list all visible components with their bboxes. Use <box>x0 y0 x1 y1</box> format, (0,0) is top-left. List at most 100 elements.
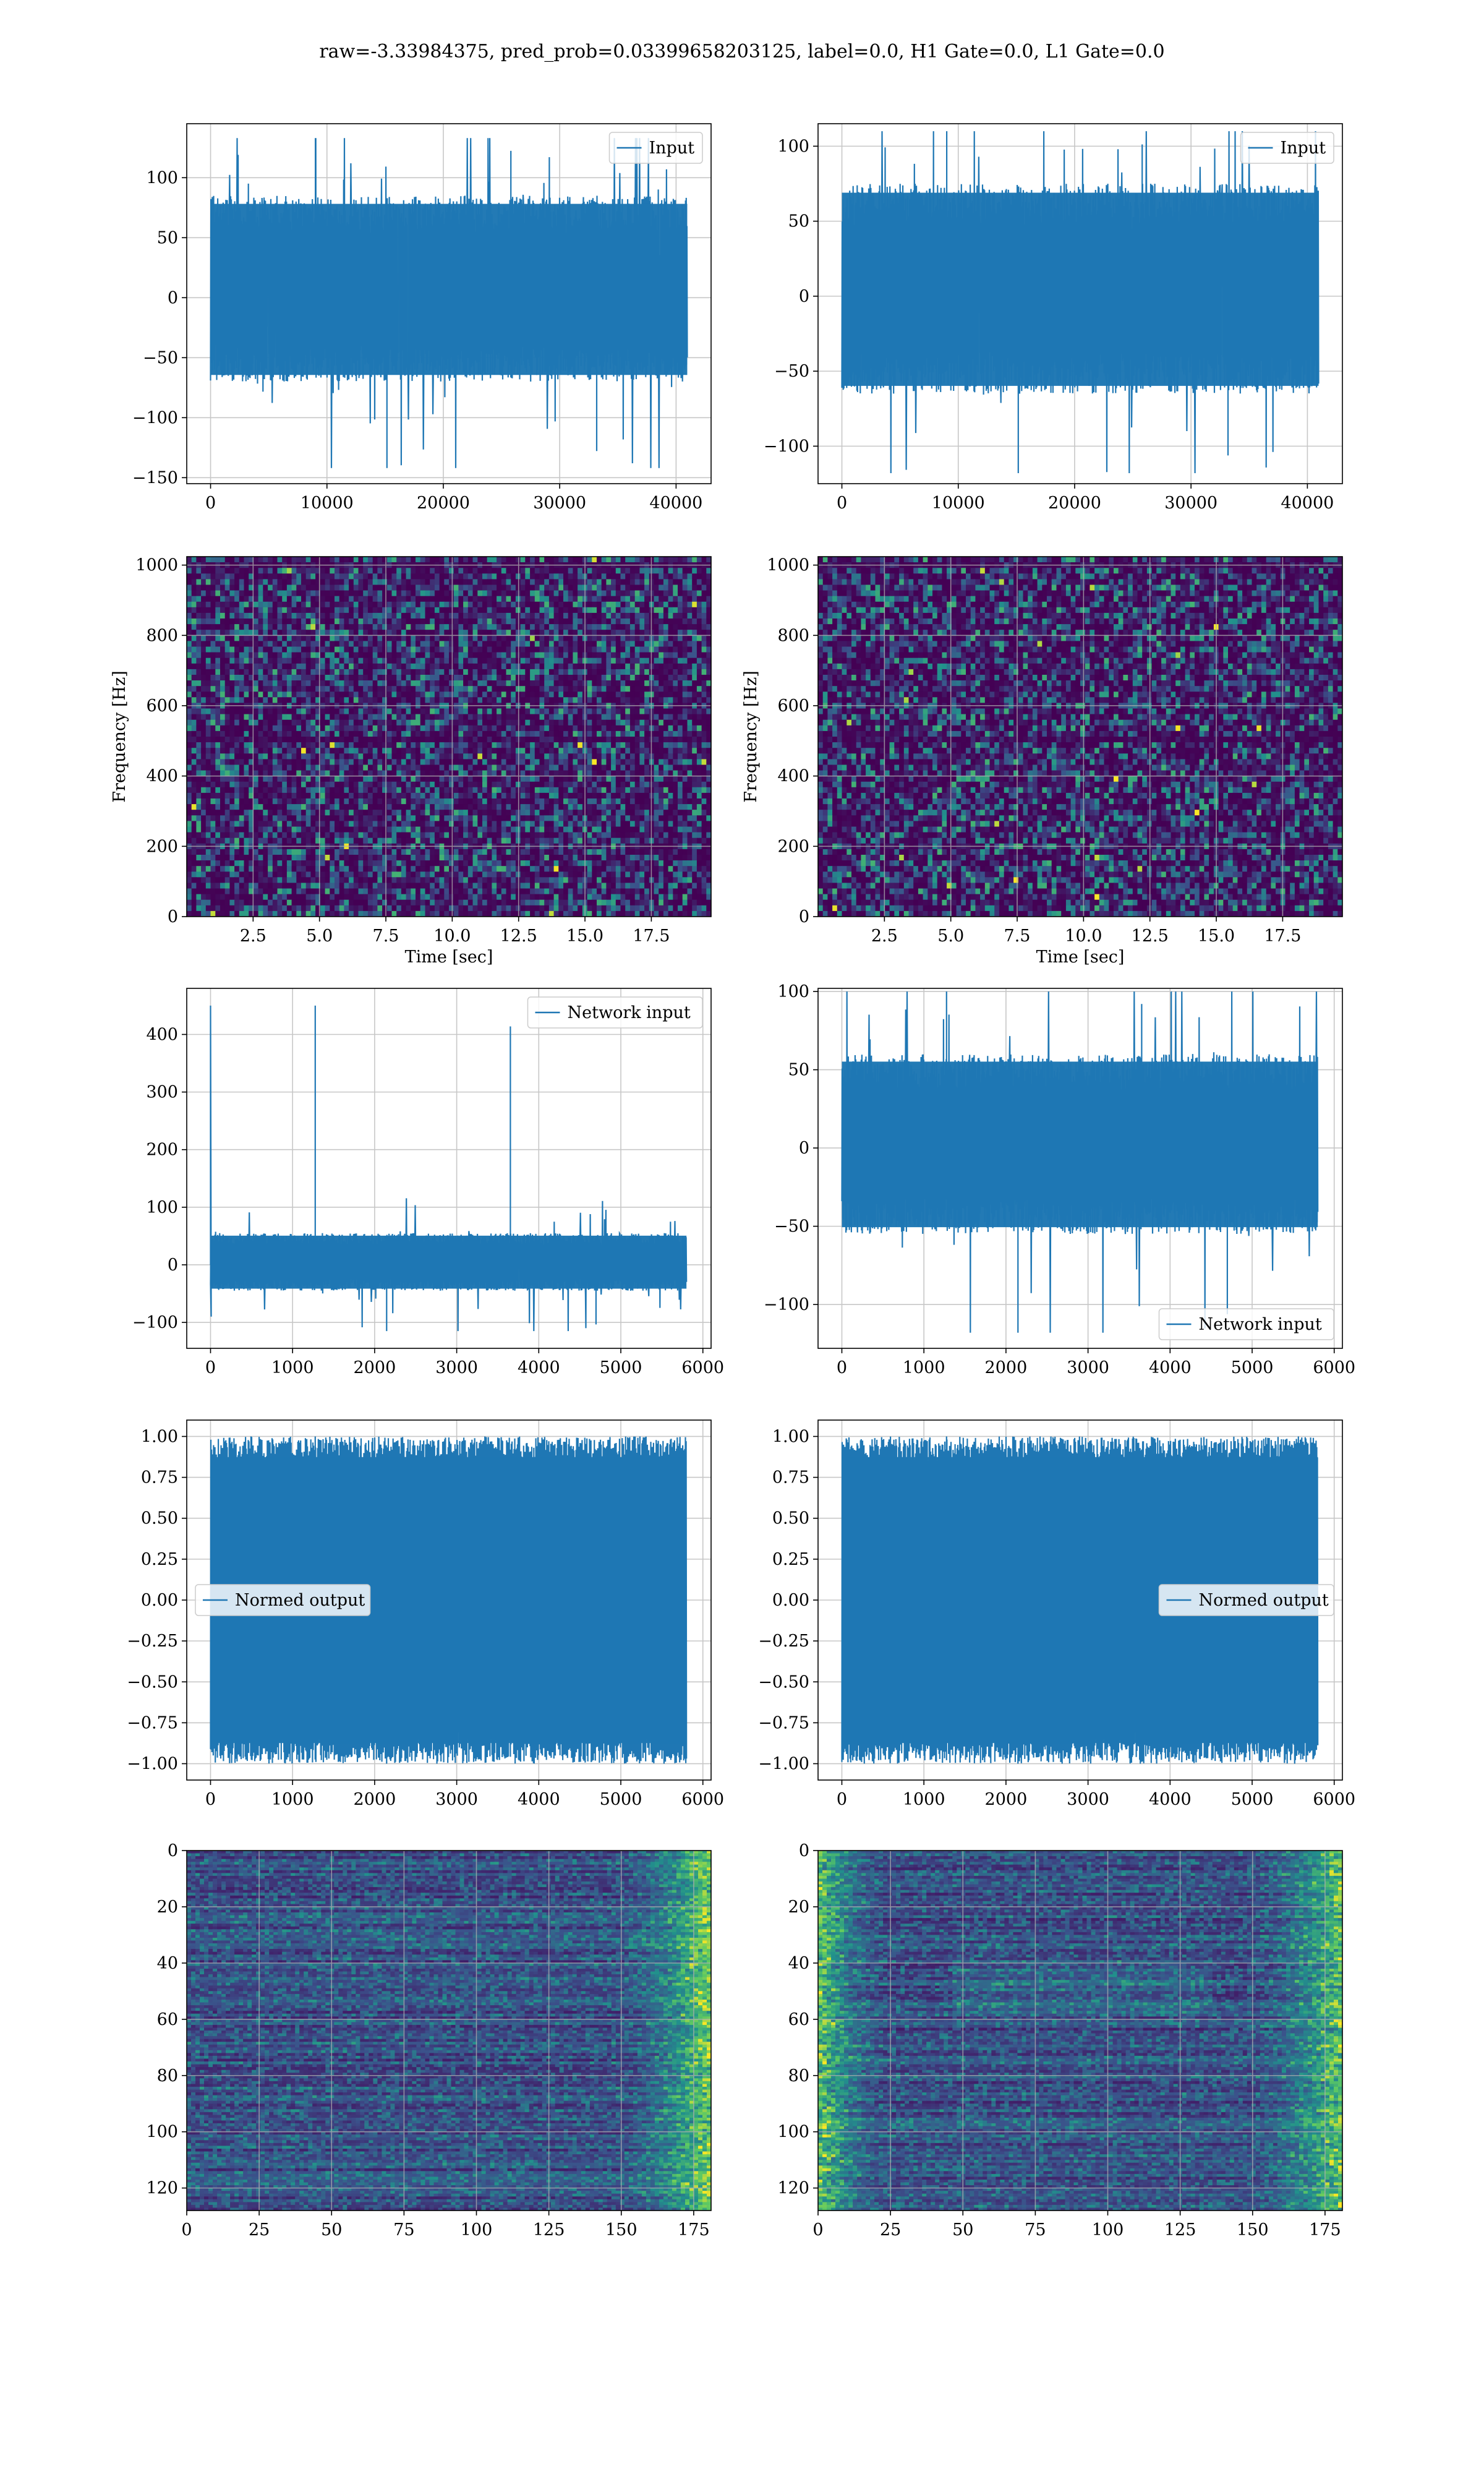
x-tick-label: 2.5 <box>240 927 267 946</box>
y-tick-label: 800 <box>777 626 809 645</box>
tick-labels: 0 10000 20000 30000 40000 −150 −100 −50 0 50 100 <box>132 168 703 513</box>
legend: Network input <box>1158 1308 1334 1340</box>
legend-box <box>527 996 703 1029</box>
x-tick-label: 150 <box>605 2220 638 2240</box>
axes-frame <box>186 1850 712 2211</box>
x-tick-label: 25 <box>249 2220 270 2240</box>
series-band <box>210 1235 687 1289</box>
x-tick-label: 25 <box>880 2220 901 2240</box>
x-tick-label: 75 <box>1025 2220 1046 2240</box>
x-tick-label: 5000 <box>600 1790 642 1809</box>
y-tick-label: 50 <box>788 212 809 231</box>
tick-labels: 2.5 5.0 7.5 10.0 12.5 15.0 17.5 0 200 400 600 800 10… <box>135 556 670 946</box>
x-tick-label: 2000 <box>354 1358 396 1377</box>
x-tick-label: 0 <box>837 1790 847 1809</box>
y-tick-label: 400 <box>146 1025 178 1044</box>
y-tick-label: 0 <box>799 287 809 306</box>
x-tick-label: 0 <box>205 494 216 513</box>
axes-frame <box>186 988 712 1349</box>
plot-area <box>818 124 1342 484</box>
y-tick-label: 0.25 <box>772 1550 809 1569</box>
x-tick-label: 1000 <box>903 1358 945 1377</box>
x-tick-label: 12.5 <box>1132 927 1169 946</box>
figure-title: raw=-3.33984375, pred_prob=0.03399658203… <box>0 41 1484 62</box>
grid-lines <box>818 557 1342 917</box>
x-tick-label: 100 <box>461 2220 493 2240</box>
tick-labels: 2.5 5.0 7.5 10.0 12.5 15.0 17.5 0 200 400 600 800 10… <box>767 556 1301 946</box>
axes-frame <box>186 123 712 484</box>
legend-label: Normed output <box>1199 1591 1329 1610</box>
tick-labels: 0 1000 2000 3000 4000 5000 6000 −100 0 100 200 300 4… <box>132 1025 724 1377</box>
y-tick-label: 50 <box>788 1061 809 1080</box>
x-tick-label: 0 <box>181 2220 192 2240</box>
y-tick-label: 0.75 <box>141 1468 178 1487</box>
x-tick-label: 1000 <box>271 1358 314 1377</box>
x-tick-label: 4000 <box>1149 1790 1192 1809</box>
x-tick-label: 0 <box>837 1358 847 1377</box>
series-band <box>842 1061 1318 1228</box>
x-tick-label: 7.5 <box>1004 927 1031 946</box>
x-tick-label: 3000 <box>435 1790 478 1809</box>
y-tick-label: 120 <box>146 2179 178 2198</box>
panel-h1-input: 0 10000 20000 30000 40000 −150 −100 −50 0 50 100 In… <box>132 123 712 513</box>
y-tick-label: −0.25 <box>127 1632 178 1651</box>
y-tick-label: −1.00 <box>758 1755 809 1774</box>
x-tick-label: 0 <box>205 1790 216 1809</box>
x-tick-label: 5.0 <box>306 927 333 946</box>
x-tick-label: 2000 <box>985 1358 1028 1377</box>
legend-box <box>1158 1308 1334 1340</box>
axes-frame <box>817 123 1343 484</box>
axes-frame <box>817 1850 1343 2211</box>
y-tick-label: −50 <box>143 348 178 367</box>
y-tick-label: −0.25 <box>758 1632 809 1651</box>
x-tick-label: 10.0 <box>1065 927 1102 946</box>
y-tick-label: 80 <box>157 2066 178 2086</box>
legend-label: Network input <box>568 1003 691 1022</box>
x-tick-label: 10000 <box>301 494 354 513</box>
panel-h1-spectrogram: 2.5 5.0 7.5 10.0 12.5 15.0 17.5 0 200 400 600 800 10… <box>110 556 712 967</box>
y-tick-label: 0.50 <box>141 1509 178 1528</box>
heatmap-cells <box>818 557 1342 917</box>
heatmap-cells <box>818 1851 1342 2211</box>
y-tick-label: −50 <box>774 362 809 381</box>
x-tick-label: 5000 <box>1231 1790 1274 1809</box>
axes-frame <box>186 556 712 917</box>
grid-lines <box>818 1851 1342 2211</box>
y-tick-label: 1.00 <box>141 1427 178 1446</box>
y-tick-label: 100 <box>146 2123 178 2142</box>
legend: Normed output <box>1158 1584 1334 1616</box>
plot-area <box>187 988 711 1348</box>
x-tick-label: 175 <box>678 2220 710 2240</box>
x-tick-label: 15.0 <box>1198 927 1235 946</box>
plot-area <box>187 1851 711 2211</box>
x-tick-label: 0 <box>812 2220 823 2240</box>
y-tick-label: 0 <box>168 907 178 927</box>
plot-area <box>818 1851 1342 2211</box>
x-tick-label: 5.0 <box>937 927 964 946</box>
y-tick-label: 60 <box>157 2010 178 2029</box>
y-tick-label: 200 <box>146 837 178 856</box>
heatmap-cells <box>187 557 711 917</box>
y-tick-label: 100 <box>777 982 809 1001</box>
y-tick-label: 0.75 <box>772 1468 809 1487</box>
legend: Network input <box>527 996 703 1029</box>
x-tick-label: 6000 <box>681 1790 724 1809</box>
x-tick-label: 6000 <box>1313 1790 1355 1809</box>
legend-box <box>608 132 703 164</box>
y-tick-label: 100 <box>146 1198 178 1217</box>
y-tick-label: 0 <box>168 288 178 307</box>
x-tick-label: 7.5 <box>373 927 399 946</box>
x-axis-label: Time [sec] <box>1036 948 1125 967</box>
y-tick-label: −1.00 <box>127 1755 178 1774</box>
x-tick-label: 2000 <box>985 1790 1028 1809</box>
plot-area <box>187 557 711 917</box>
legend: Normed output <box>195 1584 371 1616</box>
y-tick-label: 400 <box>777 767 809 786</box>
y-tick-label: 600 <box>146 696 178 716</box>
y-tick-label: 800 <box>146 626 178 645</box>
x-tick-label: 1000 <box>903 1790 945 1809</box>
x-tick-label: 10.0 <box>433 927 471 946</box>
x-tick-label: 17.5 <box>1264 927 1301 946</box>
y-tick-label: 40 <box>157 1954 178 1973</box>
